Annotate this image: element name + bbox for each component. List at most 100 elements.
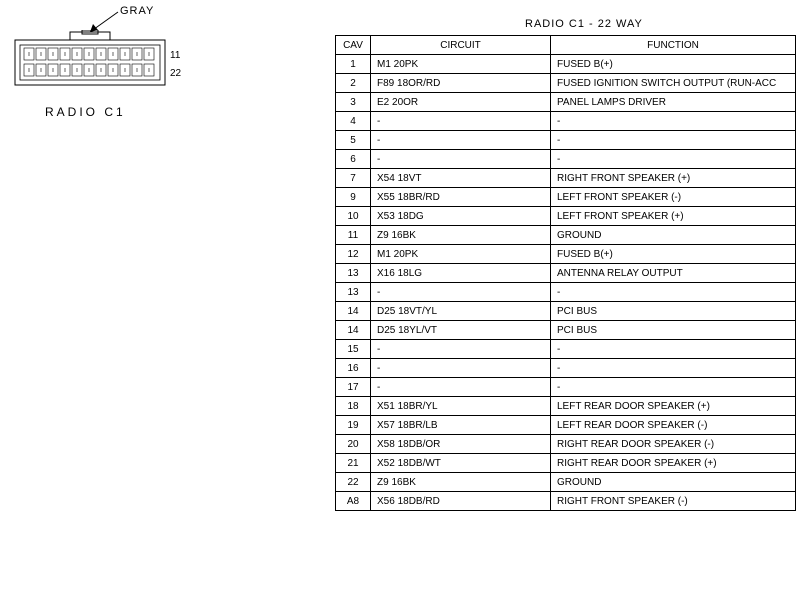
- cell-circuit: -: [371, 340, 551, 359]
- table-row: 19X57 18BR/LBLEFT REAR DOOR SPEAKER (-): [336, 416, 796, 435]
- table-row: 16--: [336, 359, 796, 378]
- cell-circuit: -: [371, 359, 551, 378]
- table-row: 18X51 18BR/YLLEFT REAR DOOR SPEAKER (+): [336, 397, 796, 416]
- cell-circuit: X57 18BR/LB: [371, 416, 551, 435]
- table-row: 13X16 18LGANTENNA RELAY OUTPUT: [336, 264, 796, 283]
- cell-circuit: Z9 16BK: [371, 473, 551, 492]
- cell-cav: 11: [336, 226, 371, 245]
- cell-function: LEFT FRONT SPEAKER (-): [551, 188, 796, 207]
- cell-cav: 2: [336, 74, 371, 93]
- cell-circuit: -: [371, 112, 551, 131]
- cell-circuit: Z9 16BK: [371, 226, 551, 245]
- cell-function: -: [551, 283, 796, 302]
- table-header-row: CAV CIRCUIT FUNCTION: [336, 36, 796, 55]
- pinout-table: CAV CIRCUIT FUNCTION 1M1 20PKFUSED B(+)2…: [335, 35, 796, 511]
- table-row: 9X55 18BR/RDLEFT FRONT SPEAKER (-): [336, 188, 796, 207]
- cell-function: RIGHT REAR DOOR SPEAKER (-): [551, 435, 796, 454]
- cell-function: FUSED B(+): [551, 245, 796, 264]
- cell-cav: 13: [336, 264, 371, 283]
- table-row: 3E2 20ORPANEL LAMPS DRIVER: [336, 93, 796, 112]
- pin-number-top: 11: [170, 50, 180, 61]
- cell-function: -: [551, 150, 796, 169]
- cell-circuit: X53 18DG: [371, 207, 551, 226]
- cell-circuit: -: [371, 150, 551, 169]
- cell-cav: 14: [336, 302, 371, 321]
- table-row: 22Z9 16BKGROUND: [336, 473, 796, 492]
- cell-cav: 1: [336, 55, 371, 74]
- table-row: 14D25 18YL/VTPCI BUS: [336, 321, 796, 340]
- cell-cav: 20: [336, 435, 371, 454]
- cell-circuit: M1 20PK: [371, 55, 551, 74]
- cell-function: -: [551, 359, 796, 378]
- cell-cav: 13: [336, 283, 371, 302]
- cell-circuit: E2 20OR: [371, 93, 551, 112]
- table-row: 21X52 18DB/WTRIGHT REAR DOOR SPEAKER (+): [336, 454, 796, 473]
- cell-cav: 18: [336, 397, 371, 416]
- cell-function: PCI BUS: [551, 302, 796, 321]
- table-row: A8X56 18DB/RDRIGHT FRONT SPEAKER (-): [336, 492, 796, 511]
- cell-circuit: F89 18OR/RD: [371, 74, 551, 93]
- cell-function: FUSED B(+): [551, 55, 796, 74]
- cell-function: FUSED IGNITION SWITCH OUTPUT (RUN-ACC: [551, 74, 796, 93]
- cell-cav: 5: [336, 131, 371, 150]
- cell-cav: 3: [336, 93, 371, 112]
- connector-diagram: GRAY 11 22 RADIO C1: [10, 30, 210, 90]
- cell-circuit: X55 18BR/RD: [371, 188, 551, 207]
- cell-cav: 22: [336, 473, 371, 492]
- cell-circuit: D25 18YL/VT: [371, 321, 551, 340]
- cell-cav: 16: [336, 359, 371, 378]
- cell-function: -: [551, 131, 796, 150]
- table-row: 15--: [336, 340, 796, 359]
- cell-circuit: -: [371, 378, 551, 397]
- header-circuit: CIRCUIT: [371, 36, 551, 55]
- table-row: 14D25 18VT/YLPCI BUS: [336, 302, 796, 321]
- table-row: 2F89 18OR/RDFUSED IGNITION SWITCH OUTPUT…: [336, 74, 796, 93]
- table-row: 5--: [336, 131, 796, 150]
- cell-cav: 19: [336, 416, 371, 435]
- table-row: 17--: [336, 378, 796, 397]
- gray-callout-label: GRAY: [120, 5, 154, 17]
- cell-circuit: X52 18DB/WT: [371, 454, 551, 473]
- cell-circuit: -: [371, 131, 551, 150]
- cell-function: LEFT REAR DOOR SPEAKER (-): [551, 416, 796, 435]
- cell-circuit: X58 18DB/OR: [371, 435, 551, 454]
- cell-function: -: [551, 340, 796, 359]
- cell-function: ANTENNA RELAY OUTPUT: [551, 264, 796, 283]
- cell-cav: 15: [336, 340, 371, 359]
- cell-cav: 6: [336, 150, 371, 169]
- table-row: 4--: [336, 112, 796, 131]
- cell-circuit: -: [371, 283, 551, 302]
- cell-cav: 10: [336, 207, 371, 226]
- cell-function: RIGHT REAR DOOR SPEAKER (+): [551, 454, 796, 473]
- cell-function: -: [551, 112, 796, 131]
- table-row: 13--: [336, 283, 796, 302]
- table-row: 1M1 20PKFUSED B(+): [336, 55, 796, 74]
- header-function: FUNCTION: [551, 36, 796, 55]
- cell-cav: 4: [336, 112, 371, 131]
- cell-cav: 7: [336, 169, 371, 188]
- header-cav: CAV: [336, 36, 371, 55]
- cell-cav: 12: [336, 245, 371, 264]
- cell-function: PANEL LAMPS DRIVER: [551, 93, 796, 112]
- table-row: 12M1 20PKFUSED B(+): [336, 245, 796, 264]
- cell-cav: 21: [336, 454, 371, 473]
- cell-circuit: X51 18BR/YL: [371, 397, 551, 416]
- table-row: 11Z9 16BKGROUND: [336, 226, 796, 245]
- arrow-icon: [85, 10, 125, 40]
- table-row: 10X53 18DGLEFT FRONT SPEAKER (+): [336, 207, 796, 226]
- pin-number-bottom: 22: [170, 68, 181, 79]
- table-row: 7X54 18VTRIGHT FRONT SPEAKER (+): [336, 169, 796, 188]
- cell-function: PCI BUS: [551, 321, 796, 340]
- cell-cav: 9: [336, 188, 371, 207]
- connector-caption: RADIO C1: [45, 105, 126, 119]
- cell-function: -: [551, 378, 796, 397]
- cell-circuit: X56 18DB/RD: [371, 492, 551, 511]
- cell-circuit: D25 18VT/YL: [371, 302, 551, 321]
- cell-cav: 17: [336, 378, 371, 397]
- cell-function: GROUND: [551, 226, 796, 245]
- cell-circuit: X54 18VT: [371, 169, 551, 188]
- cell-circuit: X16 18LG: [371, 264, 551, 283]
- table-title: RADIO C1 - 22 WAY: [525, 18, 643, 30]
- cell-cav: 14: [336, 321, 371, 340]
- cell-cav: A8: [336, 492, 371, 511]
